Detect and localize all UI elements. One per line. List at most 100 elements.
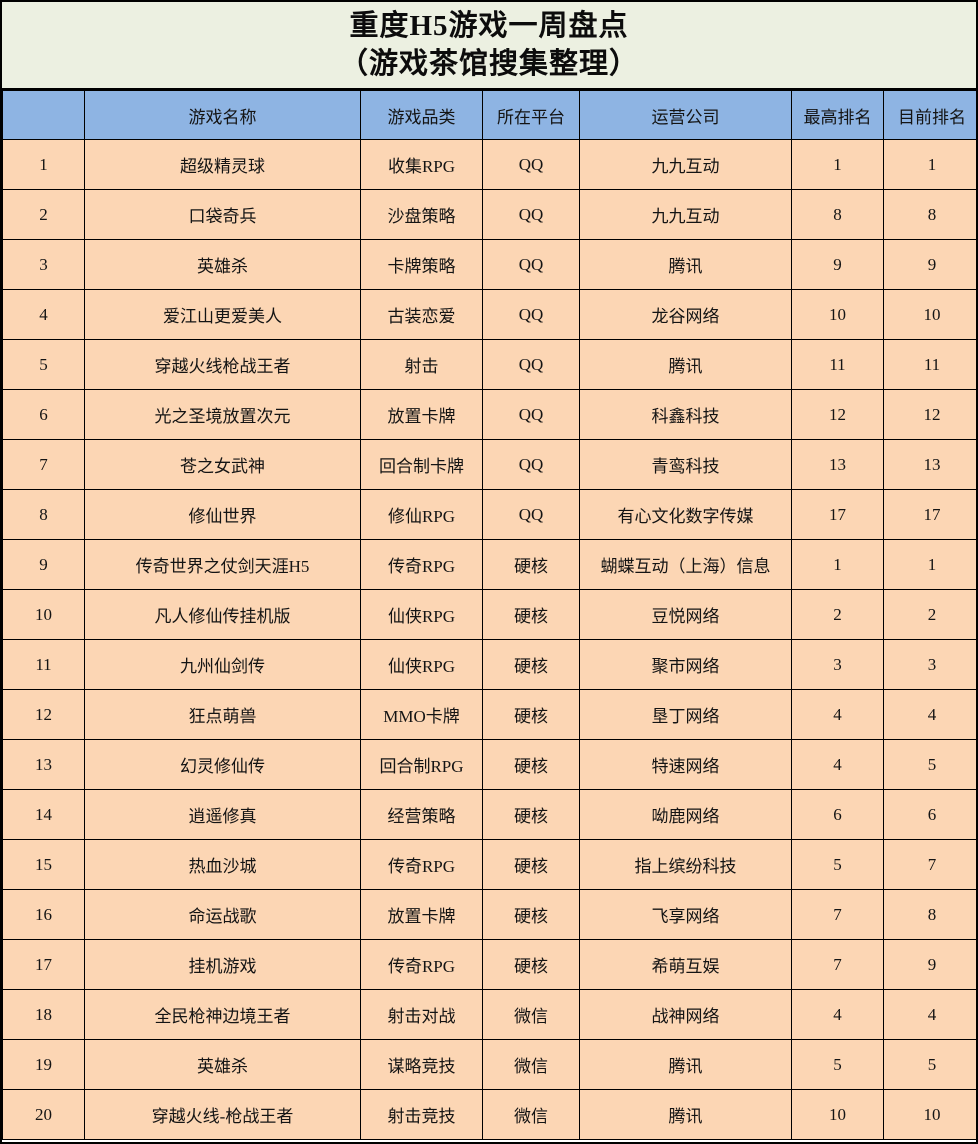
company-cell: 腾讯 [579, 339, 792, 390]
rank-cell: 12 [2, 689, 85, 740]
table-row: 13 幻灵修仙传 回合制RPG 硬核 特速网络 4 5 [2, 739, 976, 790]
category-cell: 放置卡牌 [360, 889, 483, 940]
table-row: 4 爱江山更爱美人 古装恋爱 QQ 龙谷网络 10 10 [2, 289, 976, 340]
rank-cell: 1 [2, 139, 85, 190]
category-cell: 经营策略 [360, 789, 483, 840]
current-rank-cell: 5 [883, 739, 976, 790]
best-rank-cell: 11 [791, 339, 884, 390]
rank-cell: 20 [2, 1089, 85, 1140]
platform-cell: QQ [482, 489, 580, 540]
game-name-cell: 穿越火线-枪战王者 [84, 1089, 361, 1140]
current-rank-cell: 13 [883, 439, 976, 490]
table-row: 18 全民枪神边境王者 射击对战 微信 战神网络 4 4 [2, 989, 976, 1040]
category-cell: 卡牌策略 [360, 239, 483, 290]
table-row: 19 英雄杀 谋略竞技 微信 腾讯 5 5 [2, 1039, 976, 1090]
company-cell: 飞享网络 [579, 889, 792, 940]
category-cell: 传奇RPG [360, 539, 483, 590]
company-cell: 蝴蝶互动（上海）信息 [579, 539, 792, 590]
platform-cell: 微信 [482, 989, 580, 1040]
company-cell: 豆悦网络 [579, 589, 792, 640]
category-cell: 修仙RPG [360, 489, 483, 540]
category-cell: 仙侠RPG [360, 639, 483, 690]
best-rank-cell: 4 [791, 989, 884, 1040]
company-cell: 战神网络 [579, 989, 792, 1040]
table-row: 17 挂机游戏 传奇RPG 硬核 希萌互娱 7 9 [2, 939, 976, 990]
current-rank-cell: 10 [883, 289, 976, 340]
company-cell: 腾讯 [579, 1089, 792, 1140]
category-cell: 射击对战 [360, 989, 483, 1040]
best-rank-cell: 10 [791, 1089, 884, 1140]
current-rank-cell: 8 [883, 889, 976, 940]
rank-cell: 13 [2, 739, 85, 790]
game-name-cell: 苍之女武神 [84, 439, 361, 490]
best-rank-cell: 10 [791, 289, 884, 340]
current-rank-cell: 9 [883, 239, 976, 290]
game-name-cell: 逍遥修真 [84, 789, 361, 840]
table-row: 20 穿越火线-枪战王者 射击竞技 微信 腾讯 10 10 [2, 1089, 976, 1140]
platform-cell: 硬核 [482, 589, 580, 640]
game-name-cell: 修仙世界 [84, 489, 361, 540]
game-name-cell: 口袋奇兵 [84, 189, 361, 240]
category-cell: 谋略竞技 [360, 1039, 483, 1090]
company-cell: 九九互动 [579, 139, 792, 190]
current-rank-cell: 4 [883, 689, 976, 740]
best-rank-cell: 7 [791, 889, 884, 940]
table-row: 9 传奇世界之仗剑天涯H5 传奇RPG 硬核 蝴蝶互动（上海）信息 1 1 [2, 539, 976, 590]
rank-cell: 5 [2, 339, 85, 390]
game-name-header: 游戏名称 [84, 90, 361, 140]
header-row: 游戏名称 游戏品类 所在平台 运营公司 最高排名 目前排名 [2, 90, 976, 140]
company-cell: 指上缤纷科技 [579, 839, 792, 890]
platform-cell: QQ [482, 439, 580, 490]
rank-cell: 9 [2, 539, 85, 590]
best-rank-cell: 1 [791, 539, 884, 590]
page-title: 重度H5游戏一周盘点 [349, 9, 629, 42]
platform-cell: 硬核 [482, 939, 580, 990]
rank-cell: 2 [2, 189, 85, 240]
category-cell: 收集RPG [360, 139, 483, 190]
category-cell: 射击 [360, 339, 483, 390]
best-rank-cell: 8 [791, 189, 884, 240]
best-rank-cell: 17 [791, 489, 884, 540]
company-cell: 有心文化数字传媒 [579, 489, 792, 540]
best-rank-cell: 7 [791, 939, 884, 990]
table-row: 12 狂点萌兽 MMO卡牌 硬核 垦丁网络 4 4 [2, 689, 976, 740]
table-row: 14 逍遥修真 经营策略 硬核 呦鹿网络 6 6 [2, 789, 976, 840]
best-rank-cell: 5 [791, 1039, 884, 1090]
rank-cell: 10 [2, 589, 85, 640]
rank-cell: 16 [2, 889, 85, 940]
current-rank-cell: 5 [883, 1039, 976, 1090]
table-row: 16 命运战歌 放置卡牌 硬核 飞享网络 7 8 [2, 889, 976, 940]
current-rank-cell: 1 [883, 139, 976, 190]
best-rank-cell: 1 [791, 139, 884, 190]
best-rank-cell: 4 [791, 739, 884, 790]
platform-cell: 微信 [482, 1039, 580, 1090]
current-rank-cell: 10 [883, 1089, 976, 1140]
rank-cell: 6 [2, 389, 85, 440]
table-row: 3 英雄杀 卡牌策略 QQ 腾讯 9 9 [2, 239, 976, 290]
company-cell: 科鑫科技 [579, 389, 792, 440]
category-cell: 传奇RPG [360, 839, 483, 890]
rank-cell: 3 [2, 239, 85, 290]
game-name-cell: 凡人修仙传挂机版 [84, 589, 361, 640]
best-rank-cell: 5 [791, 839, 884, 890]
platform-cell: 硬核 [482, 539, 580, 590]
company-cell: 腾讯 [579, 239, 792, 290]
company-cell: 九九互动 [579, 189, 792, 240]
rank-cell: 7 [2, 439, 85, 490]
rank-cell: 18 [2, 989, 85, 1040]
table-row: 10 凡人修仙传挂机版 仙侠RPG 硬核 豆悦网络 2 2 [2, 589, 976, 640]
game-name-cell: 挂机游戏 [84, 939, 361, 990]
current-rank-cell: 11 [883, 339, 976, 390]
category-cell: 仙侠RPG [360, 589, 483, 640]
current-rank-header: 目前排名 [883, 90, 976, 140]
table-row: 11 九州仙剑传 仙侠RPG 硬核 聚市网络 3 3 [2, 639, 976, 690]
current-rank-cell: 7 [883, 839, 976, 890]
table-row: 2 口袋奇兵 沙盘策略 QQ 九九互动 8 8 [2, 189, 976, 240]
company-cell: 垦丁网络 [579, 689, 792, 740]
company-cell: 聚市网络 [579, 639, 792, 690]
best-rank-cell: 3 [791, 639, 884, 690]
rank-cell: 15 [2, 839, 85, 890]
company-cell: 腾讯 [579, 1039, 792, 1090]
table-row: 15 热血沙城 传奇RPG 硬核 指上缤纷科技 5 7 [2, 839, 976, 890]
category-cell: 回合制RPG [360, 739, 483, 790]
